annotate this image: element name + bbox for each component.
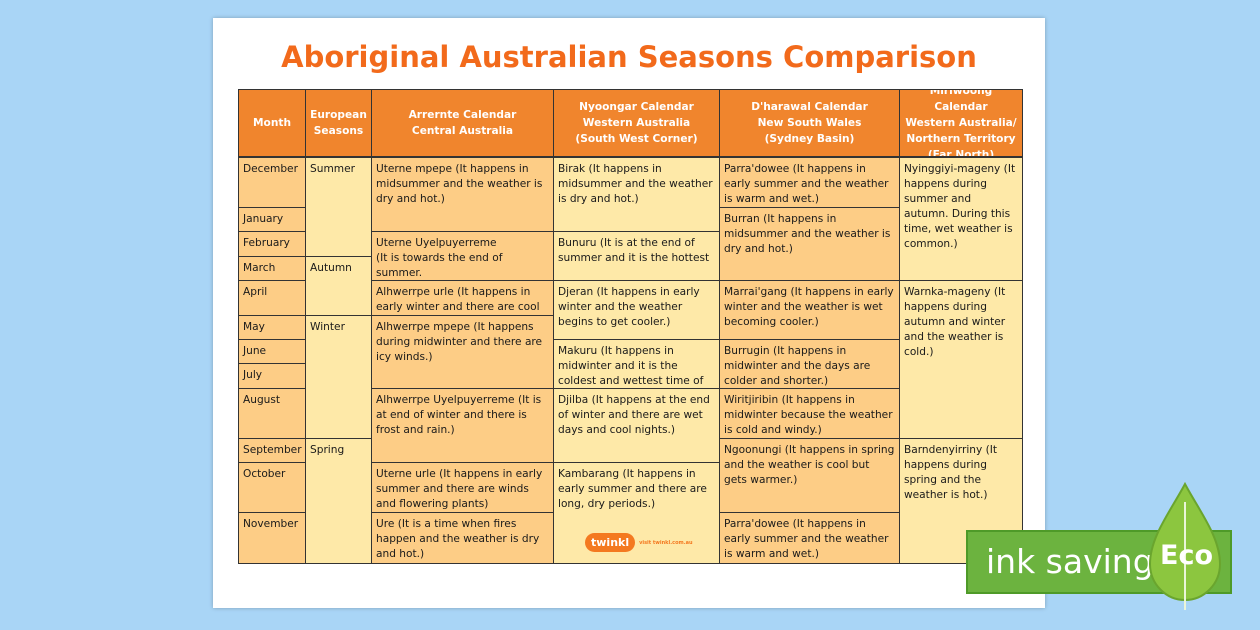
arrernte-season-cell: Uterne mpepe (It happens in midsummer an…	[371, 157, 554, 232]
month-cell: July	[238, 363, 306, 389]
european-season-cell: Summer	[305, 157, 372, 257]
month-cell: September	[238, 438, 306, 463]
ink-saving-label: ink saving	[986, 542, 1154, 581]
arrernte-season-cell: Ure (It is a time when fires happen and …	[371, 512, 554, 564]
dharawal-season-cell: Parra'dowee (It happens in early summer …	[719, 512, 900, 564]
month-cell: December	[238, 157, 306, 208]
month-cell: January	[238, 207, 306, 232]
month-cell: November	[238, 512, 306, 564]
twinkl-logo: twinkl	[585, 533, 636, 552]
column-header: Month	[238, 89, 306, 158]
nyoongar-season-cell: Bunuru (It is at the end of summer and i…	[553, 231, 720, 281]
european-season-cell: Spring	[305, 438, 372, 564]
nyoongar-season-cell: Makuru (It happens in midwinter and it i…	[553, 339, 720, 389]
dharawal-season-cell: Marrai'gang (It happens in early winter …	[719, 280, 900, 340]
twinkl-url: visit twinkl.com.au	[639, 539, 693, 546]
nyoongar-season-cell: Kambarang (It happens in early summer an…	[553, 462, 720, 564]
eco-label: Eco	[1160, 540, 1213, 571]
nyoongar-season-cell: Djeran (It happens in early winter and t…	[553, 280, 720, 340]
column-header: European Seasons	[305, 89, 372, 158]
nyoongar-season-cell: Djilba (It happens at the end of winter …	[553, 388, 720, 463]
european-season-cell: Autumn	[305, 256, 372, 316]
column-header: D'harawal Calendar New South Wales (Sydn…	[719, 89, 900, 158]
seasons-table: Month European Seasons Arrernte Calendar C…	[238, 89, 1023, 564]
column-header: Miriwoong Calendar Western Australia/ No…	[899, 89, 1023, 158]
dharawal-season-cell: Parra'dowee (It happens in early summer …	[719, 157, 900, 208]
european-season-cell: Winter	[305, 315, 372, 439]
month-cell: October	[238, 462, 306, 513]
month-cell: April	[238, 280, 306, 316]
twinkl-branding: twinkl visit twinkl.com.au	[585, 533, 693, 552]
dharawal-season-cell: Burran (It happens in midsummer and the …	[719, 207, 900, 281]
miriwoong-season-cell: Nyinggiyi-mageny (It happens during summ…	[899, 157, 1023, 281]
month-cell: February	[238, 231, 306, 257]
dharawal-season-cell: Wiritjiribin (It happens in midwinter be…	[719, 388, 900, 439]
month-cell: June	[238, 339, 306, 364]
column-header: Nyoongar Calendar Western Australia (Sou…	[553, 89, 720, 158]
dharawal-season-cell: Ngoonungi (It happens in spring and the …	[719, 438, 900, 513]
month-cell: March	[238, 256, 306, 281]
miriwoong-season-cell: Warnka-mageny (It happens during autumn …	[899, 280, 1023, 439]
arrernte-season-cell: Uterne Uyelpuyerreme (It is towards the …	[371, 231, 554, 281]
nyoongar-season-cell: Birak (It happens in midsummer and the w…	[553, 157, 720, 232]
arrernte-season-cell: Alhwerrpe mpepe (It happens during midwi…	[371, 315, 554, 389]
arrernte-season-cell: Alhwerrpe urle (It happens in early wint…	[371, 280, 554, 316]
arrernte-season-cell: Alhwerrpe Uyelpuyerreme (It is at end of…	[371, 388, 554, 463]
column-header: Arrernte Calendar Central Australia	[371, 89, 554, 158]
leaf-icon	[1148, 482, 1222, 610]
dharawal-season-cell: Burrugin (It happens in midwinter and th…	[719, 339, 900, 389]
page-title: Aboriginal Australian Seasons Comparison	[281, 40, 977, 74]
month-cell: August	[238, 388, 306, 439]
arrernte-season-cell: Uterne urle (It happens in early summer …	[371, 462, 554, 513]
month-cell: May	[238, 315, 306, 340]
